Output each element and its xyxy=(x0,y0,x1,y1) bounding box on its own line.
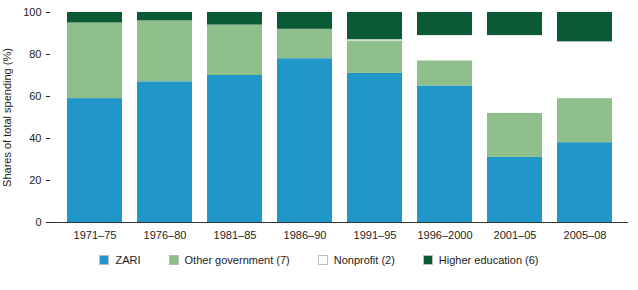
svg-text:100: 100 xyxy=(23,6,41,18)
svg-text:40: 40 xyxy=(29,132,41,144)
svg-text:1971–75: 1971–75 xyxy=(74,229,117,241)
svg-text:1986–90: 1986–90 xyxy=(284,229,327,241)
svg-text:80: 80 xyxy=(29,48,41,60)
html-text:Other government (7): Other government (7) xyxy=(184,254,290,266)
svg-text:20: 20 xyxy=(29,174,41,186)
html-text:ZARI: ZARI xyxy=(115,254,141,266)
svg-text:0: 0 xyxy=(35,216,41,228)
svg-text:Shares of total spending (%): Shares of total spending (%) xyxy=(1,48,13,187)
html-text:Nonprofit (2): Nonprofit (2) xyxy=(333,254,395,266)
html-text:Higher education (6): Higher education (6) xyxy=(438,254,539,266)
svg-text:60: 60 xyxy=(29,90,41,102)
svg-text:2001–05: 2001–05 xyxy=(494,229,537,241)
svg-text:2005–08: 2005–08 xyxy=(564,229,607,241)
svg-text:1991–95: 1991–95 xyxy=(354,229,397,241)
svg-text:1981–85: 1981–85 xyxy=(214,229,257,241)
svg-text:1976–80: 1976–80 xyxy=(144,229,187,241)
svg-text:1996–2000: 1996–2000 xyxy=(417,229,472,241)
